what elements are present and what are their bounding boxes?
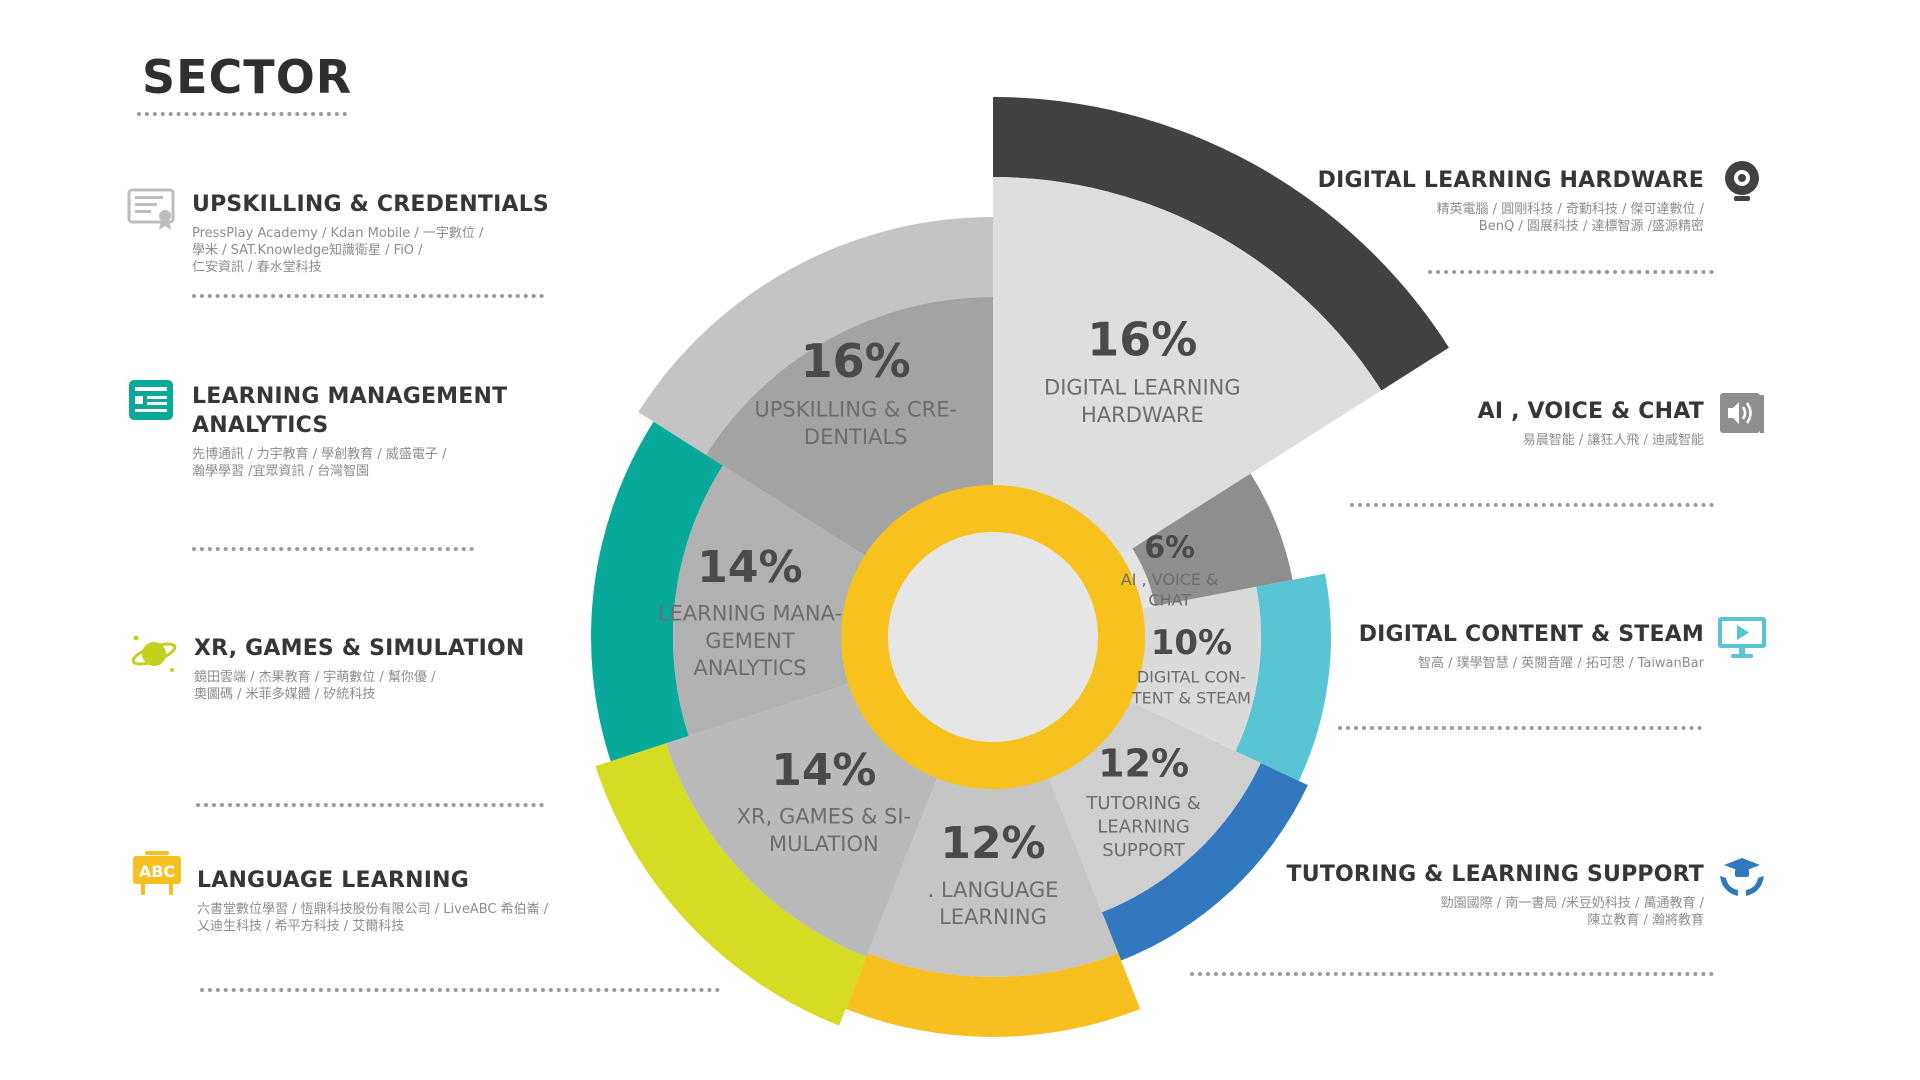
outer-band-up: [638, 217, 993, 455]
sector-xr: XR, GAMES & SIMULATION 鏡田雲端 / 杰果教育 / 宇萌數…: [131, 634, 564, 703]
slice-lang: [867, 637, 1119, 978]
sector-lma: LEARNING MANAGEMENT ANALYTICS 先博通訊 / 力宇教…: [129, 380, 562, 480]
outer-band-hw: [993, 97, 1449, 391]
hands-graduate-icon: [1720, 858, 1764, 896]
title-underline: [137, 112, 347, 116]
monitor-play-icon: [1718, 617, 1766, 658]
outer-band-tut: [1101, 763, 1308, 961]
sector-title: LEARNING MANAGEMENT ANALYTICS: [192, 384, 508, 438]
slice-label-up: UPSKILLING & CRE-: [754, 398, 957, 422]
divider: [192, 294, 544, 298]
divider: [1428, 270, 1714, 274]
slice-label-lma: GEMENT: [705, 629, 795, 653]
sector-title: UPSKILLING & CREDENTIALS: [192, 192, 549, 217]
abc-board-icon: ABC: [133, 851, 181, 895]
sector-title: DIGITAL LEARNING HARDWARE: [1317, 168, 1704, 193]
dashboard-icon: [129, 380, 173, 420]
divider: [196, 803, 544, 807]
center-hole: [888, 532, 1098, 742]
sector-hardware: DIGITAL LEARNING HARDWARE 精英電腦 / 圓剛科技 / …: [1282, 161, 1759, 235]
outer-band-ai: [1132, 473, 1293, 607]
planet-icon: [131, 635, 177, 672]
sector-companies: 精英電腦 / 圓剛科技 / 奇勤科技 / 傑可達數位 / BenQ / 圓展科技…: [1436, 202, 1704, 234]
slice-lma: [673, 465, 993, 736]
sector-companies: 勁園國際 / 南一書局 /米豆奶科技 / 萬通教育 / 陳立教育 / 瀚將教育: [1440, 896, 1704, 928]
certificate-icon: [127, 188, 175, 230]
divider: [1350, 503, 1714, 507]
outer-band-xr: [595, 743, 867, 1026]
sector-title: AI , VOICE & CHAT: [1477, 399, 1704, 424]
slice-label-dc: TENT & STEAM: [1131, 689, 1251, 708]
slice-label-hw: DIGITAL LEARNING: [1044, 376, 1241, 400]
sector-companies: 六書堂數位學習 / 恆鼎科技股份有限公司 / LiveABC 希伯崙 / 乂迪生…: [197, 902, 549, 934]
outer-band-lma: [590, 421, 723, 762]
sector-tutoring: TUTORING & LEARNING SUPPORT 勁園國際 / 南一書局 …: [1262, 858, 1764, 929]
slice-percent-tut: 12%: [1098, 742, 1189, 786]
sector-title: XR, GAMES & SIMULATION: [194, 636, 525, 661]
sector-title: LANGUAGE LEARNING: [197, 868, 469, 893]
page-title: SECTOR: [142, 50, 353, 104]
svg-text:ABC: ABC: [139, 862, 175, 881]
slice-label-tut: LEARNING: [1097, 817, 1189, 838]
slice-label-xr: XR, GAMES & SI-: [737, 805, 912, 829]
slice-percent-hw: 16%: [1087, 312, 1197, 366]
slice-label-xr: MULATION: [769, 832, 879, 856]
outer-band-lang: [845, 953, 1141, 1037]
sector-steam: DIGITAL CONTENT & STEAM 智高 / 璞學智慧 / 英閱音躍…: [1282, 617, 1766, 672]
slice-label-lma: ANALYTICS: [693, 656, 806, 680]
slice-percent-ai: 6%: [1144, 531, 1195, 566]
slice-label-dc: DIGITAL CON-: [1137, 668, 1246, 687]
divider: [1190, 972, 1714, 976]
slice-percent-lang: 12%: [940, 818, 1045, 869]
slice-label-hw: HARDWARE: [1081, 403, 1204, 427]
sector-ai: AI , VOICE & CHAT 易晨智能 / 讓狂人飛 / 迪威智能: [1282, 393, 1764, 449]
slice-label-up: DENTIALS: [804, 425, 908, 449]
slice-percent-up: 16%: [801, 334, 911, 388]
sector-companies: 先博通訊 / 力宇教育 / 學創教育 / 威盛電子 / 瀚學學習 /宜眾資訊 /…: [192, 447, 447, 479]
sector-companies: 智高 / 璞學智慧 / 英閱音躍 / 拓可思 / TaiwanBar: [1417, 656, 1704, 671]
slice-label-lang: . LANGUAGE: [928, 878, 1059, 902]
sector-title: DIGITAL CONTENT & STEAM: [1358, 622, 1704, 647]
divider: [200, 988, 720, 992]
sector-companies: PressPlay Academy / Kdan Mobile / 一宇數位 /…: [192, 226, 484, 275]
slice-label-tut: TUTORING &: [1085, 793, 1200, 814]
slice-label-ai: CHAT: [1148, 591, 1191, 610]
slice-label-tut: SUPPORT: [1102, 840, 1186, 861]
webcam-icon: [1725, 161, 1759, 201]
sector-companies: 易晨智能 / 讓狂人飛 / 迪威智能: [1522, 433, 1704, 448]
divider: [192, 547, 474, 551]
slice-percent-lma: 14%: [697, 542, 802, 593]
slice-label-lang: LEARNING: [939, 905, 1047, 929]
sector-upskilling: UPSKILLING & CREDENTIALS PressPlay Acade…: [127, 188, 562, 276]
sector-companies: 鏡田雲端 / 杰果教育 / 宇萌數位 / 幫你優 / 奧圖碼 / 米菲多媒體 /…: [194, 670, 436, 702]
sector-title: TUTORING & LEARNING SUPPORT: [1286, 862, 1704, 887]
divider: [1338, 726, 1702, 730]
outer-band-dc: [1235, 573, 1331, 781]
speaker-book-icon: [1720, 393, 1764, 433]
slice-label-ai: AI , VOICE &: [1121, 570, 1219, 589]
slice-percent-dc: 10%: [1151, 623, 1232, 663]
slice-percent-xr: 14%: [771, 745, 876, 796]
sector-language: ABC LANGUAGE LEARNING 六書堂數位學習 / 恆鼎科技股份有限…: [133, 851, 637, 935]
slice-label-lma: LEARNING MANA-: [658, 602, 842, 626]
